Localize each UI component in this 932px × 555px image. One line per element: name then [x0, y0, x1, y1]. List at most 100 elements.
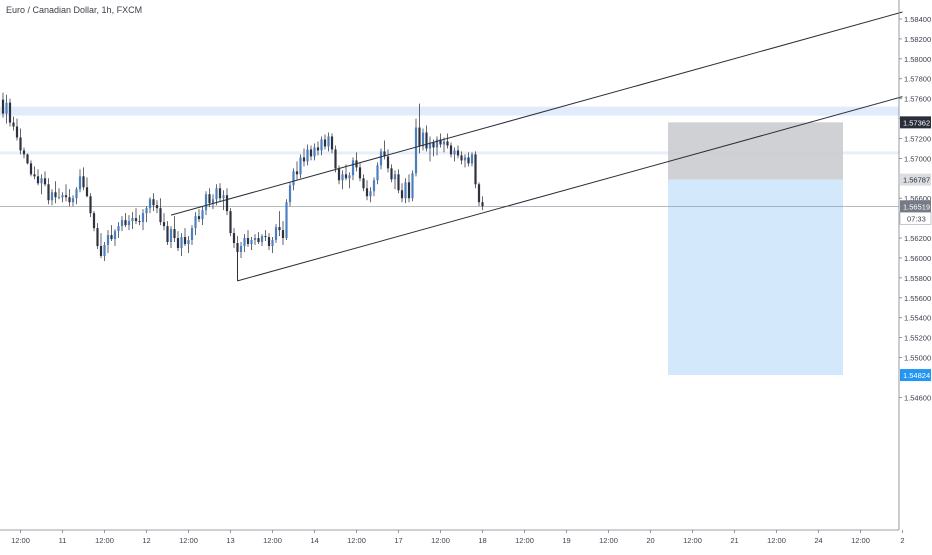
candle-body	[432, 142, 435, 148]
channel-lower-line	[237, 96, 903, 282]
x-tick-label: 12:00	[11, 536, 30, 545]
y-tick-label: 1.58200	[904, 35, 931, 44]
candle-body	[36, 176, 40, 184]
candle-body	[320, 139, 323, 151]
stop-loss-zone	[668, 122, 843, 180]
candle-body	[103, 245, 106, 256]
candle-body	[43, 178, 47, 185]
y-tick-label: 1.54600	[904, 393, 931, 402]
candle-body	[218, 188, 222, 199]
candle-body	[369, 191, 372, 197]
candle-body	[302, 157, 306, 162]
candle-body	[407, 182, 411, 199]
candle-body	[120, 220, 124, 227]
candle-body	[257, 238, 260, 243]
candle-body	[379, 151, 383, 166]
candle-body	[239, 246, 243, 252]
candle-body	[155, 205, 159, 209]
candle-body	[26, 154, 29, 164]
y-tick-label: 1.55800	[904, 274, 931, 283]
candle-body	[138, 221, 141, 223]
candle-body	[159, 208, 162, 223]
candle-body	[383, 151, 386, 157]
x-tick-label: 12:00	[683, 536, 702, 545]
candle-body	[222, 195, 225, 199]
candle-body	[152, 199, 155, 206]
candle-body	[295, 171, 299, 175]
candle-body	[253, 238, 257, 241]
candle-body	[61, 195, 64, 198]
candle-body	[414, 127, 418, 174]
x-tick-label: 14	[310, 536, 318, 545]
candle-body	[358, 167, 362, 179]
candle-body	[271, 240, 274, 247]
y-tick-label: 1.57800	[904, 75, 931, 84]
candle-body	[449, 145, 453, 155]
candle-body	[110, 235, 113, 240]
x-tick-label: 12:00	[851, 536, 870, 545]
price-label-box	[900, 369, 931, 382]
candle-body	[386, 156, 390, 169]
candle-body	[351, 160, 355, 176]
candle-body	[134, 218, 138, 222]
candle-body	[418, 127, 421, 147]
candle-body	[446, 141, 449, 146]
candle-body	[341, 174, 344, 181]
candle-body	[197, 216, 201, 220]
candle-body	[75, 189, 78, 199]
candle-body	[264, 236, 267, 238]
candle-body	[148, 199, 152, 209]
candle-body	[285, 202, 288, 239]
x-tick-label: 12:00	[599, 536, 618, 545]
take-profit-zone	[668, 179, 843, 376]
price-label: 1.54824	[903, 371, 930, 380]
x-tick-label: 13	[226, 536, 234, 545]
y-tick-label: 1.57200	[904, 134, 931, 143]
candle-body	[124, 220, 127, 226]
candle-body	[390, 168, 393, 180]
candle-body	[288, 185, 292, 203]
price-label: 1.57362	[903, 118, 930, 127]
candle-body	[1, 99, 5, 114]
candle-body	[477, 184, 481, 203]
candle-body	[243, 238, 246, 247]
candle-body	[96, 228, 99, 247]
x-tick-label: 12:00	[95, 536, 114, 545]
candle-body	[267, 237, 271, 247]
candle-body	[211, 199, 215, 204]
price-label-box	[900, 116, 931, 129]
candle-body	[113, 231, 117, 240]
candle-body	[92, 213, 96, 229]
x-tick-label: 12:00	[515, 536, 534, 545]
candle-body	[29, 163, 33, 175]
candle-body	[176, 238, 180, 249]
candle-body	[33, 174, 36, 177]
candle-body	[309, 149, 313, 157]
x-tick-label: 12:00	[767, 536, 786, 545]
x-tick-label: 21	[730, 536, 738, 545]
candle-body	[467, 157, 470, 164]
candle-body	[187, 240, 190, 245]
candle-body	[47, 184, 50, 201]
y-tick-label: 1.55200	[904, 334, 931, 343]
candle-body	[250, 240, 253, 245]
candle-body	[89, 196, 92, 214]
candle-body	[232, 233, 236, 244]
candle-body	[215, 188, 218, 200]
x-tick-label: 20	[646, 536, 654, 545]
candle-body	[117, 226, 120, 232]
x-tick-label: 12:00	[347, 536, 366, 545]
candle-body	[78, 176, 82, 190]
y-tick-label: 1.56200	[904, 234, 931, 243]
candle-body	[404, 182, 407, 199]
y-tick-label: 1.57000	[904, 154, 931, 163]
price-label: 1.56519	[903, 202, 930, 211]
candle-body	[313, 147, 316, 157]
y-tick-label: 1.57600	[904, 95, 931, 104]
candle-body	[54, 192, 57, 198]
y-tick-label: 1.55400	[904, 314, 931, 323]
candle-body	[229, 211, 232, 234]
resistance-zone	[0, 106, 899, 116]
candle-body	[376, 165, 379, 181]
